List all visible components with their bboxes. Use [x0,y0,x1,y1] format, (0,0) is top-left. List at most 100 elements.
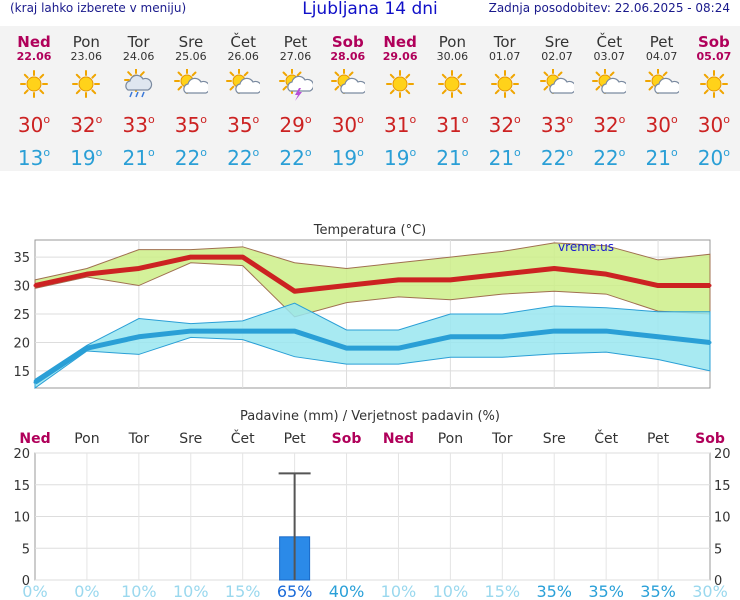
min-temperature-point [656,335,660,339]
sun-icon [386,70,415,98]
forecast-day: Pet 27.06 29o 22o [270,26,322,169]
min-temperature-line [33,328,711,385]
day-label: Sob [695,431,725,447]
y-tick-label-right: 5 [714,542,722,557]
min-temperature: 22o [227,146,260,170]
max-temperature-point [293,289,297,293]
max-temperature-point [500,272,504,276]
degree-symbol: o [723,146,730,159]
sun-icon [438,70,467,98]
min-temperature: 21o [645,146,678,170]
day-label: Sre [543,431,566,447]
min-temperature: 22o [279,146,312,170]
degree-symbol: o [147,146,155,159]
forecast-day: Pon 30.06 31o 21o [426,26,478,170]
degree-symbol: o [566,113,574,126]
degree-symbol: o [566,146,574,159]
min-temperature: 19o [331,146,364,170]
day-date: 25.06 [175,50,207,63]
forecast-day: Čet 03.07 32o 22o [583,26,635,169]
day-date: 24.06 [122,50,155,63]
y-tick-label-right: 10 [714,511,731,526]
day-date: 04.07 [645,50,678,63]
day-label: Pon [438,431,463,447]
min-temperature-point [241,329,245,333]
degree-symbol: o [357,146,364,159]
day-date: 27.06 [279,50,312,63]
temperature-chart: Temperatura (°C) 15 20 25 30 35 vreme.us [13,223,712,389]
max-temperature-point [604,272,608,276]
max-temperature-point [189,255,193,259]
degree-symbol: o [43,146,51,159]
top-bar: (kraj lahko izberete v meniju) Ljubljana… [0,0,740,22]
max-temperature: 35o [227,113,260,137]
max-temperature: 32o [70,113,103,137]
min-temperature-point [708,340,712,344]
day-label: Sre [179,431,202,447]
precipitation-probability: 10% [121,582,157,600]
min-temperature-point [189,329,193,333]
min-temperature-point [137,335,141,339]
precipitation-chart-title: Padavine (mm) / Verjetnost padavin (%) [240,409,500,424]
max-temperature-point [396,278,400,282]
min-temperature: 19o [384,146,417,170]
forecast-day: Ned 29.06 31o 19o [374,26,426,170]
min-temperature-point [448,335,452,339]
forecast-day: Čet 26.06 35o 22o [217,26,269,169]
y-tick-label-left: 5 [22,542,30,557]
degree-symbol: o [514,146,521,159]
degree-symbol: o [252,146,260,159]
max-temperature: 30o [331,113,364,137]
min-temperature: 22o [174,146,207,170]
day-date: 02.07 [541,50,573,63]
min-temperature: 19o [70,146,103,170]
day-name: Pet [649,33,674,51]
day-date: 26.06 [227,50,259,63]
precipitation-probability: 15% [225,582,261,600]
min-temperature-point [85,346,89,350]
sun-icon [490,70,519,98]
max-temperature-point [345,284,349,288]
y-tick-label-right: 0 [714,574,722,589]
watermark-vreme-us: vreme.us [558,240,614,254]
max-temperature: 30o [17,113,51,137]
degree-symbol: o [43,113,51,126]
y-tick-label-left: 15 [13,479,30,494]
degree-symbol: o [670,146,678,159]
day-label: Tor [491,431,513,447]
forecast-day: Sob 28.06 30o 19o [322,26,374,170]
sun-thunder-icon [278,69,313,101]
day-date: 28.06 [330,50,366,63]
max-temperature: 31o [436,113,469,137]
degree-symbol: o [304,146,312,159]
y-tick-label-left: 10 [13,511,30,526]
precipitation-chart: Padavine (mm) / Verjetnost padavin (%) Ne… [13,409,731,600]
day-label: Pon [74,431,99,447]
degree-symbol: o [618,113,626,126]
precipitation-probability: 15% [485,582,521,600]
precipitation-probability: 0% [74,582,99,600]
min-temperature-point [33,380,37,384]
forecast-day: Sre 25.06 35o 22o [165,26,217,169]
day-label: Sob [332,431,362,447]
day-name: Sob [331,33,364,51]
forecast-day: Pon 23.06 32o 19o [60,26,112,170]
y-tick-label-left: 20 [13,447,30,462]
degree-symbol: o [200,146,207,159]
day-name: Pon [72,33,100,51]
forecast-day: Tor 01.07 32o 21o [479,26,531,170]
precipitation-probability: 0% [22,582,47,600]
min-temperature-point [345,346,349,350]
degree-symbol: o [304,113,312,126]
day-name: Čet [596,33,623,51]
precipitation-probability: 10% [433,582,469,600]
precipitation-probability: 30% [692,582,728,600]
y-tick-label-right: 15 [714,479,731,494]
degree-symbol: o [670,113,678,126]
forecast-day: Sob 05.07 30o 20o [688,26,740,170]
degree-symbol: o [461,113,469,126]
day-label: Ned [19,431,50,447]
page-title: Ljubljana 14 dni [302,0,438,19]
min-temperature-point [500,335,504,339]
min-temperature: 22o [593,146,626,170]
